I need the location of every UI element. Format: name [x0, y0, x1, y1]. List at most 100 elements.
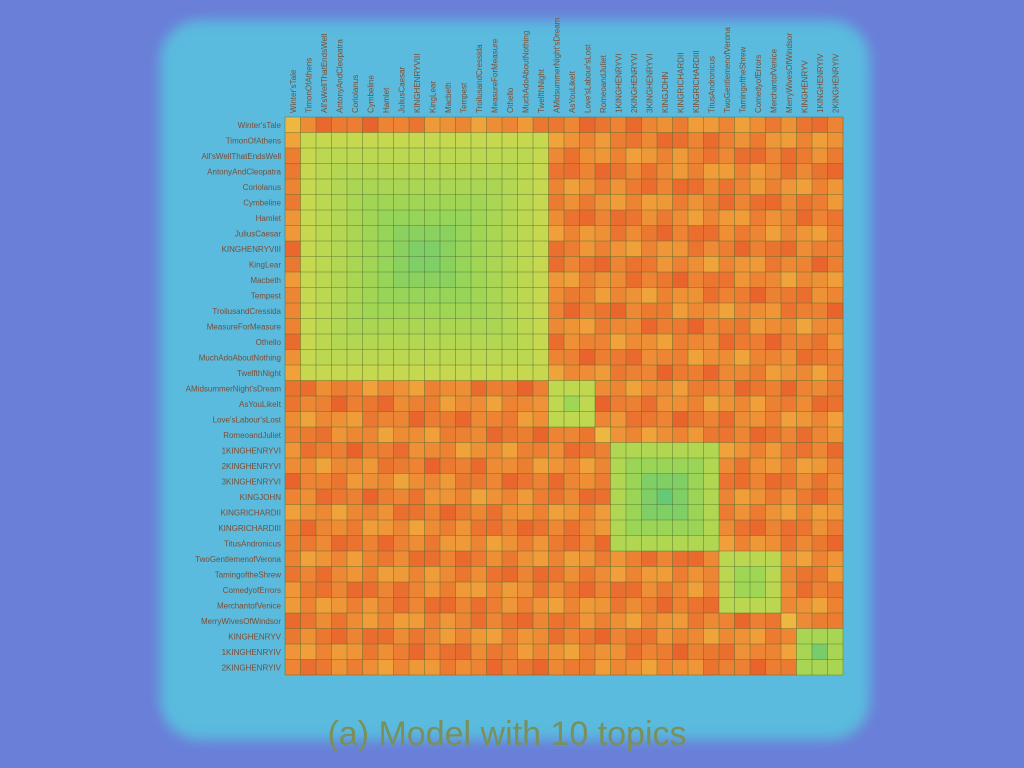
- heatmap-cell: [812, 535, 828, 552]
- heatmap-cell: [672, 551, 689, 567]
- heatmap-cell: [285, 132, 301, 149]
- heatmap-cell: [610, 551, 627, 567]
- heatmap-cell: [533, 194, 549, 211]
- heatmap-cell: [703, 551, 720, 567]
- heatmap-cell: [471, 613, 487, 629]
- heatmap-cell: [393, 411, 410, 428]
- heatmap-cell: [533, 613, 549, 629]
- heatmap-cell: [688, 520, 704, 536]
- heatmap-cell: [517, 287, 534, 304]
- column-label: TwoGentlemenofVerona: [723, 27, 732, 113]
- heatmap-cell: [331, 458, 348, 474]
- heatmap-cell: [331, 396, 348, 412]
- heatmap-cell: [734, 272, 751, 288]
- heatmap-cell: [316, 613, 332, 629]
- heatmap-cell: [579, 551, 596, 567]
- heatmap-cell: [796, 597, 813, 614]
- heatmap-cell: [579, 504, 596, 521]
- heatmap-cell: [657, 535, 673, 552]
- heatmap-cell: [471, 442, 487, 459]
- heatmap-cell: [781, 613, 797, 629]
- heatmap-cell: [533, 628, 549, 645]
- heatmap-cell: [455, 365, 472, 381]
- heatmap-cell: [486, 241, 503, 257]
- column-label: KINGHENRYVIII: [413, 54, 422, 113]
- heatmap-cell: [362, 458, 379, 474]
- heatmap-cell: [734, 566, 751, 583]
- heatmap-cell: [378, 411, 394, 428]
- heatmap-cell: [393, 582, 410, 598]
- heatmap-cell: [486, 427, 503, 443]
- heatmap-cell: [626, 411, 642, 428]
- heatmap-cell: [657, 241, 673, 257]
- heatmap-cell: [409, 458, 425, 474]
- heatmap-cell: [703, 179, 720, 195]
- heatmap-cell: [657, 318, 673, 335]
- row-label: Macbeth: [250, 276, 281, 285]
- heatmap-cell: [347, 458, 363, 474]
- heatmap-cell: [331, 225, 348, 242]
- heatmap-cell: [393, 148, 410, 164]
- heatmap-cell: [812, 163, 828, 180]
- heatmap-cell: [703, 535, 720, 552]
- heatmap-cell: [285, 241, 301, 257]
- heatmap-cell: [688, 194, 704, 211]
- heatmap-cell: [610, 597, 627, 614]
- heatmap-cell: [502, 179, 518, 195]
- heatmap-cell: [424, 489, 441, 505]
- heatmap-cell: [827, 597, 844, 614]
- heatmap-cell: [827, 303, 844, 319]
- heatmap-cell: [734, 473, 751, 490]
- heatmap-cell: [424, 303, 441, 319]
- heatmap-cell: [657, 442, 673, 459]
- heatmap-cell: [393, 566, 410, 583]
- heatmap-cell: [424, 225, 441, 242]
- heatmap-cell: [331, 179, 348, 195]
- heatmap-cell: [455, 225, 472, 242]
- heatmap-cell: [548, 225, 565, 242]
- heatmap-cell: [502, 132, 518, 149]
- heatmap-cell: [517, 411, 534, 428]
- heatmap-cell: [564, 318, 580, 335]
- heatmap-cell: [672, 225, 689, 242]
- heatmap-cell: [486, 132, 503, 149]
- heatmap-cell: [533, 318, 549, 335]
- heatmap-cell: [440, 566, 456, 583]
- heatmap-cell: [564, 489, 580, 505]
- heatmap-cell: [703, 334, 720, 350]
- heatmap-cell: [657, 427, 673, 443]
- heatmap-cell: [424, 148, 441, 164]
- heatmap-cell: [331, 256, 348, 273]
- heatmap-cell: [409, 380, 425, 397]
- heatmap-cell: [626, 194, 642, 211]
- heatmap-cell: [827, 644, 844, 660]
- heatmap-cell: [719, 489, 735, 505]
- heatmap-cell: [672, 117, 689, 133]
- column-label: AntonyAndCleopatra: [335, 39, 344, 113]
- heatmap-cell: [672, 597, 689, 614]
- heatmap-cell: [362, 365, 379, 381]
- heatmap-cell: [626, 489, 642, 505]
- heatmap-cell: [719, 597, 735, 614]
- heatmap-cell: [796, 194, 813, 211]
- heatmap-cell: [626, 241, 642, 257]
- heatmap-cell: [703, 458, 720, 474]
- row-label: All'sWellThatEndsWell: [202, 152, 282, 161]
- heatmap-cell: [781, 194, 797, 211]
- heatmap-cell: [455, 334, 472, 350]
- heatmap-cell: [455, 396, 472, 412]
- heatmap-cell: [641, 287, 658, 304]
- heatmap-cell: [626, 597, 642, 614]
- heatmap-cell: [564, 303, 580, 319]
- heatmap-cell: [440, 411, 456, 428]
- heatmap-cell: [765, 659, 782, 676]
- heatmap-cell: [486, 225, 503, 242]
- heatmap-cell: [285, 613, 301, 629]
- heatmap-cell: [533, 427, 549, 443]
- heatmap-cell: [765, 365, 782, 381]
- column-label: KINGJOHN: [661, 71, 670, 113]
- heatmap-cell: [703, 210, 720, 226]
- heatmap-cell: [765, 411, 782, 428]
- heatmap-cell: [378, 442, 394, 459]
